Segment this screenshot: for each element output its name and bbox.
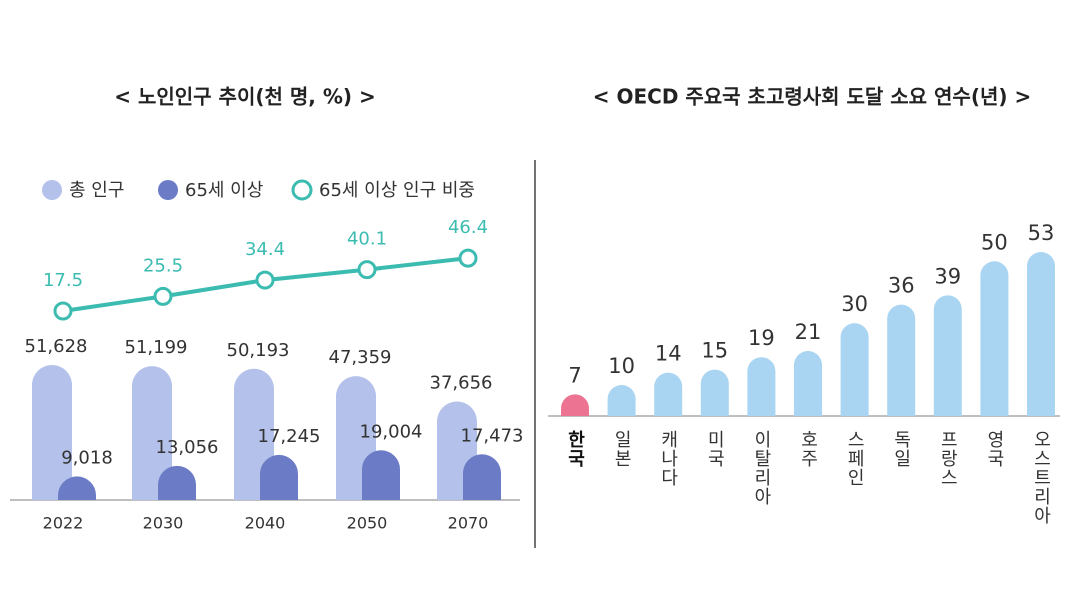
value-label: 13,056 xyxy=(156,437,219,458)
x-tick-label: 영국 xyxy=(984,430,1005,468)
line-point xyxy=(153,286,173,306)
x-tick-label: 2050 xyxy=(347,514,388,533)
value-label: 51,199 xyxy=(125,337,188,358)
value-label: 34.4 xyxy=(245,239,285,260)
value-label: 17,473 xyxy=(461,425,524,446)
line-point xyxy=(255,270,275,290)
bar xyxy=(887,304,916,416)
x-tick-label: 오스트리아 xyxy=(1031,430,1052,525)
bar xyxy=(132,366,172,500)
line-point xyxy=(458,248,478,268)
x-tick-label: 이탈리아 xyxy=(751,430,772,506)
x-tick-label: 일본 xyxy=(611,430,632,468)
x-tick-label: 2070 xyxy=(448,514,489,533)
bar xyxy=(1027,252,1055,416)
bar xyxy=(794,351,822,416)
bar xyxy=(933,295,962,416)
line-point xyxy=(53,301,73,321)
x-tick-label: 독일 xyxy=(891,430,912,468)
legend-label: 총 인구 xyxy=(69,180,124,201)
x-tick-label: 2022 xyxy=(43,514,84,533)
bar xyxy=(747,357,776,416)
bar xyxy=(980,261,1009,416)
value-label: 17,245 xyxy=(258,426,321,447)
bar xyxy=(463,454,501,500)
x-tick-label: 스페인 xyxy=(844,430,865,487)
chart-title: < OECD 주요국 초고령사회 도달 소요 연수(년) > xyxy=(593,85,1031,109)
x-tick-label: 호주 xyxy=(798,430,819,468)
bar xyxy=(607,385,636,416)
chart-title: < 노인인구 추이(천 명, %) > xyxy=(114,85,375,109)
value-label: 50,193 xyxy=(227,340,290,361)
bar xyxy=(840,323,869,416)
x-tick-label: 2040 xyxy=(245,514,286,533)
value-label: 15 xyxy=(701,339,728,363)
value-label: 19 xyxy=(748,326,775,350)
value-label: 19,004 xyxy=(360,421,423,442)
value-label: 25.5 xyxy=(143,255,183,276)
legend-label: 65세 이상 인구 비중 xyxy=(319,180,475,201)
value-label: 53 xyxy=(1028,221,1055,245)
bar xyxy=(561,394,589,416)
value-label: 40.1 xyxy=(347,229,387,250)
x-tick-label: 프랑스 xyxy=(937,430,958,487)
value-label: 47,359 xyxy=(329,347,392,368)
legend-marker xyxy=(42,180,62,200)
line-point xyxy=(357,260,377,280)
bar xyxy=(58,476,96,500)
value-label: 9,018 xyxy=(61,447,113,468)
value-label: 7 xyxy=(568,363,581,387)
value-label: 46.4 xyxy=(448,217,488,238)
x-tick-label: 한국 xyxy=(565,430,586,468)
value-label: 14 xyxy=(655,342,682,366)
legend-marker xyxy=(158,180,178,200)
value-label: 30 xyxy=(841,292,868,316)
bar xyxy=(158,465,196,500)
bar xyxy=(654,372,683,416)
value-label: 50 xyxy=(981,230,1008,254)
x-tick-label: 2030 xyxy=(143,514,184,533)
x-tick-label: 캐나다 xyxy=(658,430,679,487)
value-label: 21 xyxy=(795,320,822,344)
bar xyxy=(260,454,298,500)
value-label: 37,656 xyxy=(430,373,493,394)
value-label: 36 xyxy=(888,274,915,298)
value-label: 51,628 xyxy=(25,336,88,357)
bar xyxy=(700,369,729,416)
bar xyxy=(362,450,400,500)
value-label: 17.5 xyxy=(43,270,83,291)
x-tick-label: 미국 xyxy=(704,430,725,468)
value-label: 39 xyxy=(934,264,961,288)
legend-marker xyxy=(291,179,313,201)
legend-label: 65세 이상 xyxy=(185,180,263,201)
value-label: 10 xyxy=(608,354,635,378)
bar xyxy=(32,365,72,500)
